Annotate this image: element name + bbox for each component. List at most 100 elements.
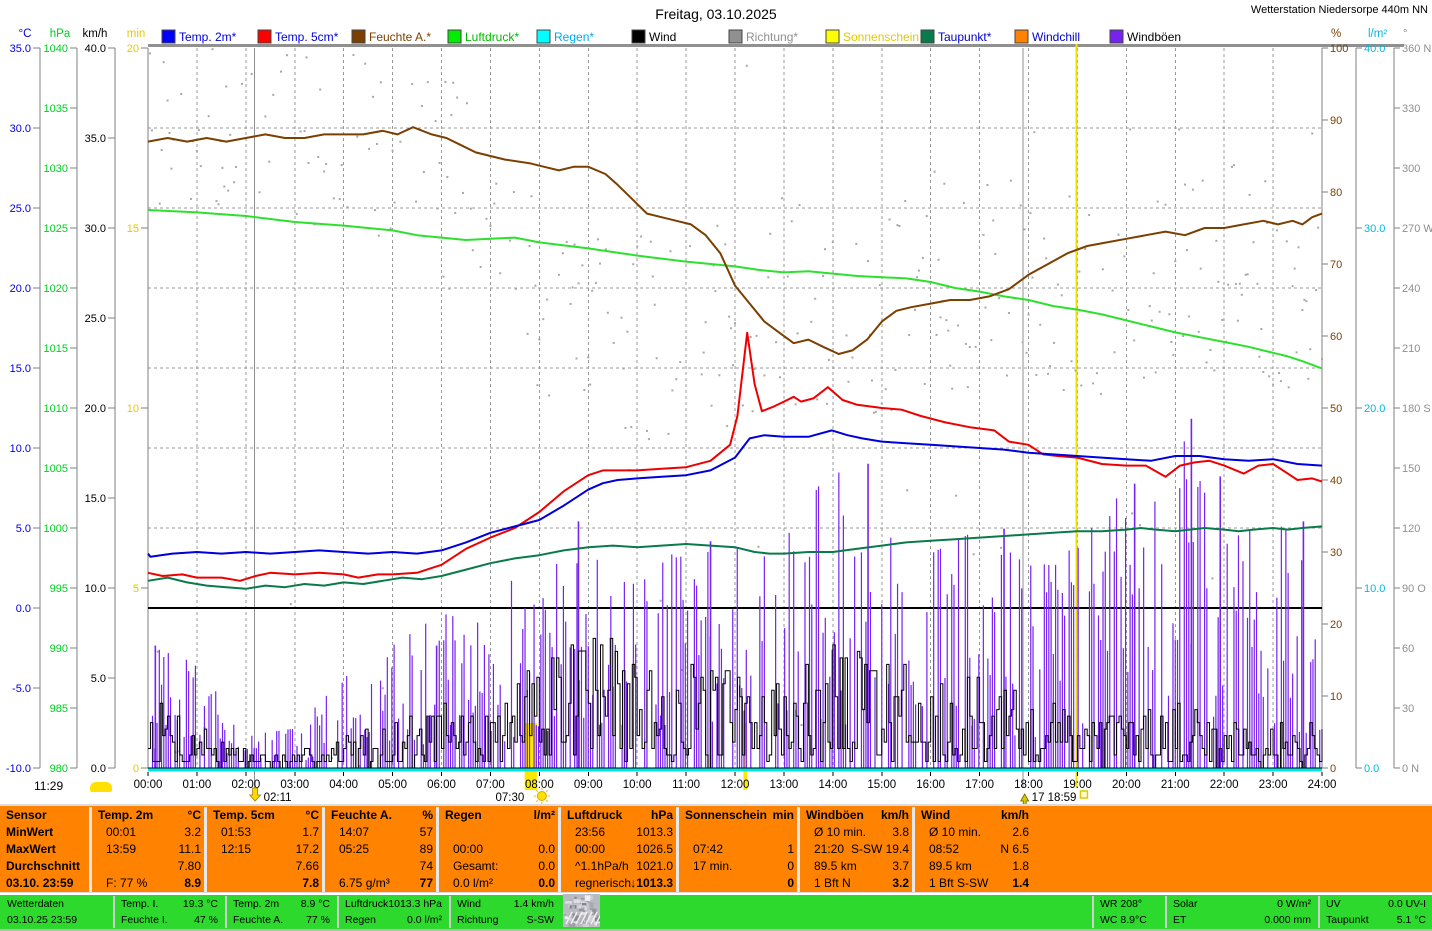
stats-cell: 7.8	[207, 875, 325, 892]
direction-dot	[530, 195, 533, 198]
status-cell-row: WC 8.9°C	[1094, 912, 1164, 928]
stats-cell: 23:56 1013.3	[561, 824, 679, 841]
axis-tick-label-pressure: 1005	[44, 463, 68, 475]
direction-dot	[356, 135, 359, 138]
webcam-pixel	[572, 915, 580, 921]
direction-dot	[1052, 341, 1055, 344]
direction-dot	[1291, 285, 1294, 288]
stats-cell: 07:42 1	[679, 841, 800, 858]
stats-cell-value: 1	[787, 842, 794, 856]
direction-dot	[1305, 300, 1308, 303]
status-cell-row: Solar 0 W/m²	[1167, 896, 1317, 912]
direction-dot	[798, 204, 801, 207]
webcam-pixel	[593, 894, 598, 900]
axis-unit-rain: l/m²	[1368, 28, 1387, 40]
x-tick-label: 14:00	[818, 779, 847, 791]
direction-dot	[295, 213, 298, 216]
direction-dot	[148, 52, 151, 55]
webcam-pixel	[569, 913, 576, 916]
legend-label-5: Regen*	[554, 30, 594, 44]
direction-dot	[986, 184, 989, 187]
direction-dot	[221, 166, 224, 169]
direction-dot	[847, 380, 850, 383]
stats-cell-time: 21:20	[814, 842, 845, 856]
direction-dot	[925, 215, 928, 218]
direction-dot	[546, 298, 549, 301]
direction-dot	[851, 356, 854, 359]
stats-cell-value: 1.4	[1012, 876, 1029, 890]
status-label: UV	[1326, 898, 1341, 910]
direction-dot	[493, 202, 496, 205]
direction-dot	[573, 243, 576, 246]
direction-dot	[512, 191, 515, 194]
axis-tick-label-temp: 15.0	[10, 363, 31, 375]
direction-dot	[1287, 386, 1290, 389]
legend-label-9: Taupunkt*	[938, 30, 992, 44]
moonset-arrow-icon	[248, 787, 262, 802]
direction-dot	[240, 82, 243, 85]
direction-dot	[548, 394, 551, 397]
webcam-pixel	[564, 916, 568, 920]
direction-dot	[800, 724, 803, 727]
status-cell-3: Temp. 2m 8.9 °C Feuchte A. 77 %	[225, 896, 336, 928]
direction-dot	[1201, 179, 1204, 182]
direction-dot	[317, 156, 320, 159]
direction-dot	[454, 211, 457, 214]
direction-dot	[450, 114, 453, 117]
stats-cell: 01:53 1.7	[207, 824, 325, 841]
direction-dot	[810, 320, 813, 323]
stats-header-unit: km/h	[1000, 808, 1029, 822]
direction-dot	[763, 374, 766, 377]
direction-dot	[1205, 361, 1208, 364]
stats-cell-value: 1.7	[302, 825, 319, 839]
direction-dot	[415, 200, 418, 203]
series-luftdruck	[147, 209, 1323, 370]
stats-cell-time: 1 Bft N	[814, 876, 851, 890]
direction-dot	[303, 130, 306, 133]
status-cell-row: Temp. 2m 8.9 °C	[227, 896, 336, 912]
webcam-pixel	[579, 901, 583, 905]
legend-swatch-7	[728, 29, 743, 44]
direction-dot	[1080, 384, 1083, 387]
direction-dot	[935, 333, 938, 336]
direction-dot	[870, 379, 873, 382]
stats-cell: 1 Bft S-SW 1.4	[915, 875, 1035, 892]
stats-cell-time: 0.0 l/m²	[453, 876, 494, 890]
axis-tick-label-pressure: 985	[50, 703, 68, 715]
stats-cell-value: 0	[787, 859, 794, 873]
direction-dot	[571, 286, 574, 289]
webcam-pixel	[575, 911, 583, 925]
direction-dot	[741, 404, 744, 407]
direction-dot	[645, 429, 648, 432]
axis-unit-pressure: hPa	[50, 28, 71, 40]
direction-dot	[1244, 273, 1247, 276]
status-cell-5: Wind 1.4 km/h Richtung S-SW	[449, 896, 560, 928]
direction-dot	[671, 389, 674, 392]
direction-dot	[659, 599, 662, 602]
stats-cell-value: 3.2	[892, 876, 909, 890]
axis-tick-label-hum: 70	[1330, 259, 1342, 271]
direction-dot	[1049, 365, 1052, 368]
webcam-pixel	[565, 901, 572, 904]
sun-ray	[545, 789, 548, 793]
stats-cell: 08:52 N 6.5	[915, 841, 1035, 858]
stats-column-header: Feuchte A.%	[325, 807, 439, 824]
x-tick-label: 19:00	[1063, 779, 1092, 791]
direction-dot	[1191, 188, 1194, 191]
direction-dot	[436, 207, 439, 210]
status-label: Temp. 2m	[233, 898, 280, 910]
stats-cell-value: 11.1	[178, 842, 201, 856]
webcam-pixel	[574, 896, 577, 899]
webcam-pixel	[579, 917, 584, 922]
direction-dot	[730, 327, 733, 330]
direction-dot	[714, 290, 717, 293]
stats-cell: Ø 10 min. 3.8	[800, 824, 915, 841]
webcam-pixel	[568, 922, 576, 927]
stats-cell-time: 00:00	[575, 842, 606, 856]
axis-tick-label-pressure: 1030	[44, 163, 68, 175]
axis-tick-label-hum: 60	[1330, 331, 1342, 343]
stats-column-luftdruck: Luftdruck hPa 23:56 1013.3 00:00 1026.5 ^1.1hP…	[558, 807, 679, 892]
direction-dot	[724, 243, 727, 246]
stats-cell-value: 7.66	[295, 859, 319, 873]
legend-label-7: Richtung*	[746, 30, 798, 44]
